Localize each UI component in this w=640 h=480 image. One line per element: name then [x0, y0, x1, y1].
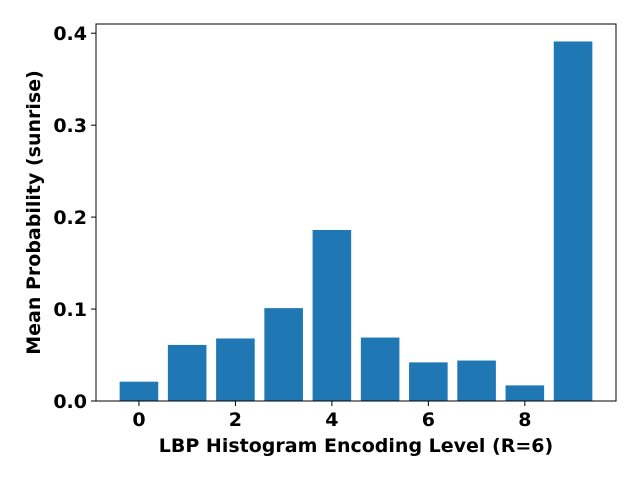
- y-tick-label: 0.1: [53, 299, 87, 321]
- bar-5: [360, 337, 400, 401]
- y-tick-label: 0.0: [53, 391, 87, 413]
- x-tick-label: 6: [422, 409, 435, 431]
- y-axis-label: Mean Probability (sunrise): [23, 70, 45, 355]
- y-tick-label: 0.3: [53, 115, 87, 137]
- x-axis-label: LBP Histogram Encoding Level (R=6): [159, 435, 553, 457]
- y-ticks-group: 0.0 0.1 0.2 0.3 0.4: [53, 23, 96, 413]
- bar-8: [505, 385, 545, 401]
- bar-9: [553, 41, 593, 401]
- x-tick-label: 0: [132, 409, 145, 431]
- bar-2: [216, 338, 255, 401]
- plot-frame: [95, 23, 617, 402]
- x-tick-label: 4: [325, 409, 338, 431]
- x-tick-label: 2: [229, 409, 242, 431]
- bar-6: [409, 362, 448, 401]
- bar-7: [457, 360, 496, 401]
- y-tick-label: 0.2: [53, 207, 87, 229]
- bar-3: [264, 308, 303, 401]
- bar-4: [312, 229, 352, 401]
- x-ticks-group: 0 2 4 6 8: [132, 401, 531, 431]
- bars-group: [119, 41, 593, 401]
- y-tick-label: 0.4: [53, 23, 87, 45]
- bar-1: [167, 344, 207, 401]
- x-tick-label: 8: [518, 409, 531, 431]
- bar-0: [119, 381, 159, 401]
